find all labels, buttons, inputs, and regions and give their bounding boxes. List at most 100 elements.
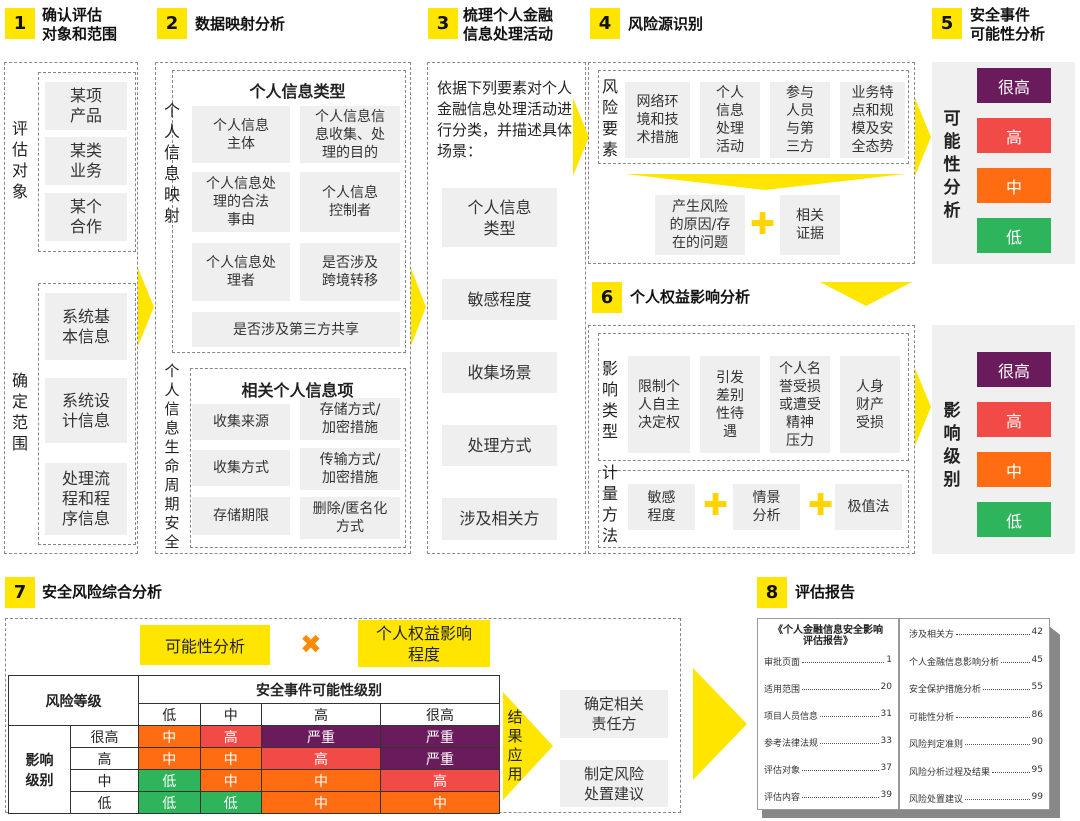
scope-item: 处理流 程和程 序信息 <box>45 463 127 535</box>
methods-group <box>598 470 909 548</box>
risk-matrix: 风险等级 安全事件可能性级别 低 中 高 很高 影响 级别 很高 中 高 严重 … <box>8 675 501 814</box>
step-4-panel <box>588 62 915 264</box>
impact-type: 引发 差别 性待 遇 <box>700 356 760 453</box>
impact-medium: 中 <box>977 452 1051 487</box>
toc-entry: 项目人员信息 31 <box>764 709 892 736</box>
matrix-col-header: 很高 <box>379 703 501 726</box>
factors-group <box>598 70 909 164</box>
risk-factor: 网络环 境和技 术措施 <box>625 82 690 158</box>
step-4-badge: 4 <box>590 8 620 39</box>
matrix-cell: 中 <box>261 769 381 792</box>
arrow-right-icon <box>915 98 931 176</box>
matrix-col-header: 中 <box>199 703 262 726</box>
info-item: 删除/匿名化 方式 <box>300 497 400 539</box>
step-7-badge: 7 <box>5 577 35 608</box>
risk-cause: 产生风险 的原因/存 在的问题 <box>655 195 745 255</box>
type-item: 个人信息 主体 <box>192 106 290 163</box>
toc-dots <box>1001 655 1030 663</box>
matrix-row-header: 很高 <box>70 725 139 748</box>
step-3-intro: 依据下列要素对个人金融信息处理活动进行分类，并描述具体场景： <box>437 79 573 160</box>
toc-entry: 风险判定准则 90 <box>909 737 1043 765</box>
toc-dots <box>956 627 1030 635</box>
toc-dots <box>965 792 1030 800</box>
impact-level-label: 影响级别 <box>943 401 961 490</box>
scope-item: 系统基 本信息 <box>45 293 127 360</box>
plus-icon: ✚ <box>750 207 776 242</box>
method-label: 计量方法 <box>601 463 618 545</box>
impact-type: 个人名 誉受损 或遭受 精神 压力 <box>770 356 830 453</box>
toc-entry-title: 评估对象 <box>764 766 801 776</box>
matrix-cell: 低 <box>138 791 201 814</box>
toc-dots <box>820 736 879 744</box>
type-item: 个人信息信 息收集、处 理的目的 <box>300 106 400 163</box>
arrow-right-icon <box>411 268 426 346</box>
object-label: 评估对象 <box>11 119 28 201</box>
object-group <box>38 72 136 252</box>
matrix-cell: 高 <box>379 769 501 792</box>
toc-entry-page: 55 <box>1031 682 1043 692</box>
toc-entry-page: 1 <box>886 655 892 665</box>
risk-evidence: 相关 证据 <box>780 195 840 255</box>
toc-dots <box>802 682 879 690</box>
report-document: 《个人金融信息安全影响 评估报告》 审批页面 1 适用范围 20 项目人员信息 31 参考法… <box>757 618 1050 810</box>
plus-icon: ✚ <box>808 488 834 523</box>
toc-entry: 涉及相关方 42 <box>909 627 1043 655</box>
toc-entry-page: 86 <box>1031 709 1043 720</box>
matrix-cell: 中 <box>199 747 262 770</box>
type-item: 个人信息处 理者 <box>192 243 290 301</box>
step-2-title: 数据映射分析 <box>195 15 286 33</box>
risk-factor: 业务特 点和规 模及安 全态势 <box>840 82 905 158</box>
risk-factor: 参与 人员 与第 三方 <box>770 82 830 158</box>
types-group <box>172 70 406 353</box>
step-4-title: 风险源识别 <box>628 15 704 33</box>
impact-type-label: 影响类型 <box>601 359 618 441</box>
matrix-col-header: 低 <box>138 703 201 726</box>
step-8-title: 评估报告 <box>795 583 856 601</box>
matrix-cell: 低 <box>199 791 262 814</box>
mapping-label: 个人信息映射 <box>163 101 180 225</box>
toc-entry-page: 33 <box>880 736 892 746</box>
impact-types-group <box>598 333 909 461</box>
toc-dots <box>802 790 879 798</box>
toc-entry-page: 31 <box>880 709 892 719</box>
factors-label: 风险要素 <box>601 77 618 159</box>
activity-element: 收集场景 <box>442 352 557 393</box>
toc-entry-page: 39 <box>880 790 892 800</box>
step-1-panel <box>4 62 138 554</box>
toc-entry-page: 37 <box>880 763 892 773</box>
toc-entry-title: 评估内容 <box>764 793 801 803</box>
toc-entry-title: 个人金融信息影响分析 <box>909 657 1000 668</box>
impact-low: 低 <box>977 502 1051 537</box>
matrix-row-group: 影响 级别 <box>8 725 71 814</box>
toc-entry-page: 42 <box>1031 627 1043 637</box>
matrix-cell: 严重 <box>261 725 381 748</box>
impact-type: 人身 财产 受损 <box>840 356 900 453</box>
result-item: 确定相关 责任方 <box>560 690 668 738</box>
toc-entry-title: 风险判定准则 <box>909 740 964 750</box>
items-title: 相关个人信息项 <box>241 381 354 400</box>
report-left-page: 《个人金融信息安全影响 评估报告》 审批页面 1 适用范围 20 项目人员信息 31 参考法… <box>758 619 900 809</box>
step-2-panel <box>155 62 411 554</box>
method-item: 情景 分析 <box>733 484 800 530</box>
toc-entry: 安全保护措施分析 55 <box>909 682 1043 710</box>
toc-entry-page: 95 <box>1031 764 1043 775</box>
types-title: 个人信息类型 <box>249 82 346 101</box>
step-8-badge: 8 <box>757 577 787 608</box>
step-5-badge: 5 <box>932 8 962 39</box>
step-1-title: 确认评估 对象和范围 <box>42 6 118 43</box>
toc-dots <box>956 710 1030 718</box>
toc-entry: 评估对象 37 <box>764 763 892 790</box>
info-item: 存储期限 <box>192 497 290 535</box>
type-item: 个人信息处 理的合法 事由 <box>192 172 290 232</box>
info-item: 收集来源 <box>192 404 290 440</box>
toc-entry-page: 99 <box>1031 792 1043 802</box>
matrix-cell: 严重 <box>379 725 501 748</box>
matrix-cell: 中 <box>379 791 501 814</box>
info-item: 收集方式 <box>192 450 290 486</box>
activity-element: 敏感程度 <box>442 279 557 320</box>
scope-item: 系统设 计信息 <box>45 378 127 443</box>
matrix-corner: 风险等级 <box>8 675 139 726</box>
toc-entry-title: 涉及相关方 <box>909 630 955 640</box>
info-item: 传输方式/ 加密措施 <box>300 448 400 490</box>
activity-element: 处理方式 <box>442 425 557 466</box>
